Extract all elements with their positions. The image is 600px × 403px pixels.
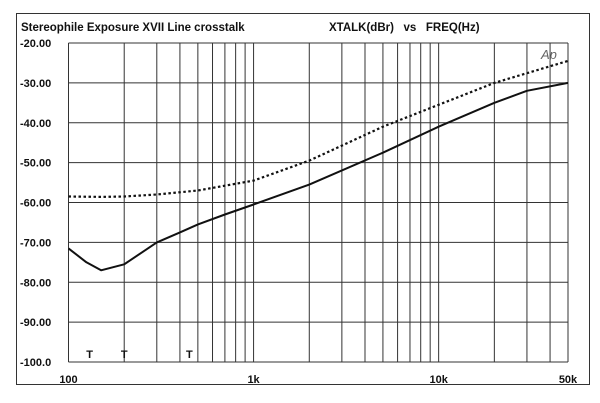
x-tick-label: 1k [247, 374, 260, 386]
y-tick-label: -40.00 [20, 118, 51, 130]
grid [68, 42, 569, 363]
y-tick-label: -60.00 [20, 198, 51, 210]
x-tick-label: 100 [59, 374, 77, 386]
annotation-t-marker: T [121, 349, 128, 361]
y-tick-label: -90.00 [20, 317, 51, 329]
x-tick-label: 50k [559, 374, 578, 386]
annotation-t-marker: T [86, 349, 93, 361]
ap-logo: Ap [540, 47, 557, 62]
y-tick-label: -70.00 [20, 237, 51, 249]
y-tick-label: -50.00 [20, 158, 51, 170]
y-tick-label: -80.00 [20, 277, 51, 289]
y-tick-label: -30.00 [20, 78, 51, 90]
tick-labels: -20.00 -30.00 -40.00 -50.00 -60.00 -70.00 -80.… [20, 38, 578, 386]
chart-subtitle: XTALK(dBr) vs FREQ(Hz) [329, 22, 480, 34]
y-tick-label: -20.00 [20, 38, 51, 50]
y-tick-label: -100.0 [20, 357, 51, 369]
series-line-solid [67, 81, 569, 272]
x-tick-label: 10k [429, 374, 448, 386]
annotation-t-marker: T [186, 349, 193, 361]
series-line-dotted [68, 59, 569, 198]
series [67, 59, 569, 272]
chart-frame [16, 13, 590, 385]
chart-title: Stereophile Exposure XVII Line crosstalk [21, 22, 245, 34]
